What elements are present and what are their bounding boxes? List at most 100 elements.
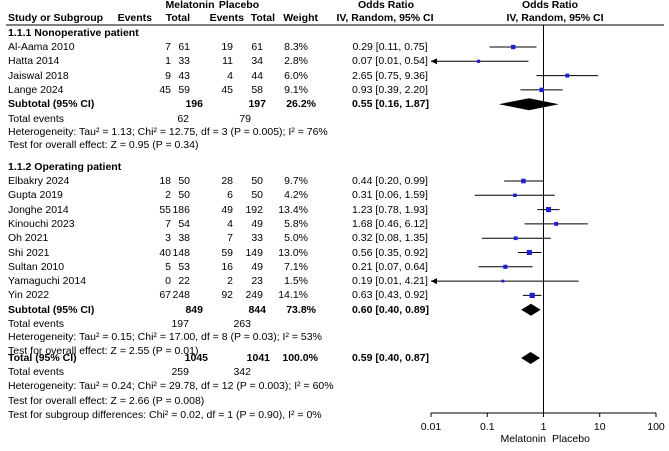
study-ci: 0.29 [0.11, 0.75]: [352, 41, 428, 53]
subtotal-diamond-1: [498, 98, 559, 111]
study-total-placebo: 50: [251, 175, 263, 187]
study-events-placebo: 59: [221, 246, 233, 259]
point-estimate-shi-2021: [526, 249, 532, 256]
study-total-placebo: 58: [251, 83, 263, 96]
study-ci: 0.56 [0.35, 0.92]: [352, 246, 428, 259]
total-ci: 0.59 [0.40, 0.87]: [351, 352, 430, 364]
study-events-melatonin: 18: [159, 175, 171, 187]
point-estimate-lange-2024: [539, 87, 544, 93]
header-placebo: Placebo: [218, 0, 260, 11]
header-total2: Total: [250, 12, 275, 24]
study-events-placebo: 19: [221, 41, 233, 53]
study-total-melatonin: 59: [178, 83, 190, 96]
study-events-placebo: 49: [221, 203, 233, 216]
study-ci: 1.68 [0.46, 6.12]: [352, 217, 428, 230]
heterogeneity: Heterogeneity: Tau² = 1.13; Chi² = 12.75…: [8, 125, 328, 138]
study-ci: 0.63 [0.43, 0.92]: [352, 289, 428, 302]
study-events-placebo: 6: [227, 189, 233, 202]
study-total-melatonin: 53: [178, 260, 190, 273]
subtotal-weight: 73.8%: [286, 303, 316, 316]
study-name: Oh 2021: [8, 232, 49, 245]
study-ci: 0.93 [0.39, 2.20]: [352, 83, 428, 96]
point-estimate-yamaguchi-2014: [501, 279, 505, 283]
study-weight: 9.7%: [284, 175, 308, 187]
study-total-placebo: 192: [245, 203, 263, 216]
x-tick-label: 10: [593, 421, 606, 433]
study-total-melatonin: 61: [178, 41, 190, 53]
study-ci: 0.19 [0.01, 4.21]: [352, 275, 428, 288]
subtotal-total-placebo: 197: [248, 98, 266, 111]
study-weight: 13.0%: [278, 246, 308, 259]
header-melatonin: Melatonin: [165, 0, 215, 11]
study-total-placebo: 61: [251, 41, 263, 53]
study-ci: 0.21 [0.07, 0.64]: [352, 260, 428, 273]
study-total-melatonin: 54: [178, 217, 190, 230]
header-events2: Events: [209, 12, 244, 24]
study-total-melatonin: 22: [178, 275, 190, 288]
study-events-placebo: 2: [227, 275, 233, 288]
study-total-placebo: 44: [251, 69, 263, 82]
study-name: Elbakry 2024: [8, 175, 70, 187]
study-weight: 7.1%: [284, 260, 308, 273]
ci-arrow-yamaguchi-2014: [431, 278, 437, 285]
subgroup-title: 1.1.1 Nonoperative patient: [8, 27, 139, 39]
study-ci: 0.31 [0.06, 1.59]: [352, 189, 428, 202]
subtotal-total-placebo: 844: [248, 303, 266, 316]
study-events-melatonin: 7: [165, 41, 171, 53]
ci-arrow-hatta-2014: [431, 58, 437, 65]
total-events-placebo: 79: [239, 112, 251, 125]
study-events-placebo: 28: [221, 175, 233, 187]
total-events-label: Total events: [8, 318, 65, 330]
point-estimate-kinouchi-2023: [554, 221, 559, 226]
study-events-melatonin: 1: [165, 55, 171, 68]
study-name: Jaiswal 2018: [8, 69, 69, 82]
study-total-placebo: 50: [251, 189, 263, 202]
subtotal-ci: 0.60 [0.40, 0.89]: [351, 303, 430, 316]
study-total-placebo: 149: [245, 246, 263, 259]
study-events-melatonin: 67: [159, 289, 171, 302]
study-name: Yamaguchi 2014: [8, 275, 87, 288]
study-events-melatonin: 45: [159, 83, 171, 96]
study-weight: 4.2%: [284, 189, 308, 202]
study-events-melatonin: 9: [165, 69, 171, 82]
study-total-melatonin: 248: [172, 289, 190, 302]
study-events-melatonin: 7: [165, 217, 171, 230]
point-estimate-jonghe-2014: [546, 207, 552, 213]
total-events-melatonin: 259: [171, 366, 189, 378]
study-total-melatonin: 186: [172, 203, 190, 216]
study-events-placebo: 4: [227, 69, 233, 82]
total-overall-effect: Test for overall effect: Z = 2.66 (P = 0…: [8, 395, 205, 407]
header-method-right: IV, Random, 95% CI: [506, 12, 604, 24]
study-ci: 1.23 [0.78, 1.93]: [352, 203, 428, 216]
favours-placebo-label: Placebo: [552, 433, 590, 445]
study-total-placebo: 249: [245, 289, 263, 302]
study-name: Sultan 2010: [8, 260, 65, 273]
study-name: Lange 2024: [8, 83, 64, 96]
header-or-right: Odds Ratio: [521, 0, 578, 11]
study-events-melatonin: 40: [159, 246, 171, 259]
study-name: Jonghe 2014: [8, 203, 69, 216]
header-study: Study or Subgroup: [8, 12, 104, 24]
subtotal-total-melatonin: 196: [185, 98, 203, 111]
total-events-label: Total events: [8, 366, 65, 378]
study-name: Shi 2021: [8, 246, 50, 259]
point-estimate-sultan-2010: [503, 264, 508, 269]
study-events-placebo: 45: [221, 83, 233, 96]
study-weight: 1.5%: [284, 275, 308, 288]
total-events-label: Total events: [8, 112, 65, 125]
study-events-melatonin: 55: [159, 203, 171, 216]
study-events-placebo: 16: [221, 260, 233, 273]
study-ci: 2.65 [0.75, 9.36]: [352, 69, 428, 82]
header-weight: Weight: [283, 12, 318, 24]
total-events-placebo: 263: [233, 318, 251, 330]
x-tick-label: 0.01: [420, 421, 442, 433]
study-name: Hatta 2014: [8, 55, 60, 68]
total-events-melatonin: 62: [177, 112, 189, 125]
subtotal-weight: 26.2%: [286, 98, 316, 111]
point-estimate-jaiswal-2018: [565, 73, 570, 78]
subtotal-label: Subtotal (95% CI): [8, 303, 95, 316]
study-ci: 0.32 [0.08, 1.35]: [352, 232, 428, 245]
x-tick-label: 1: [540, 421, 547, 433]
study-total-placebo: 33: [251, 232, 263, 245]
study-total-melatonin: 148: [172, 246, 190, 259]
